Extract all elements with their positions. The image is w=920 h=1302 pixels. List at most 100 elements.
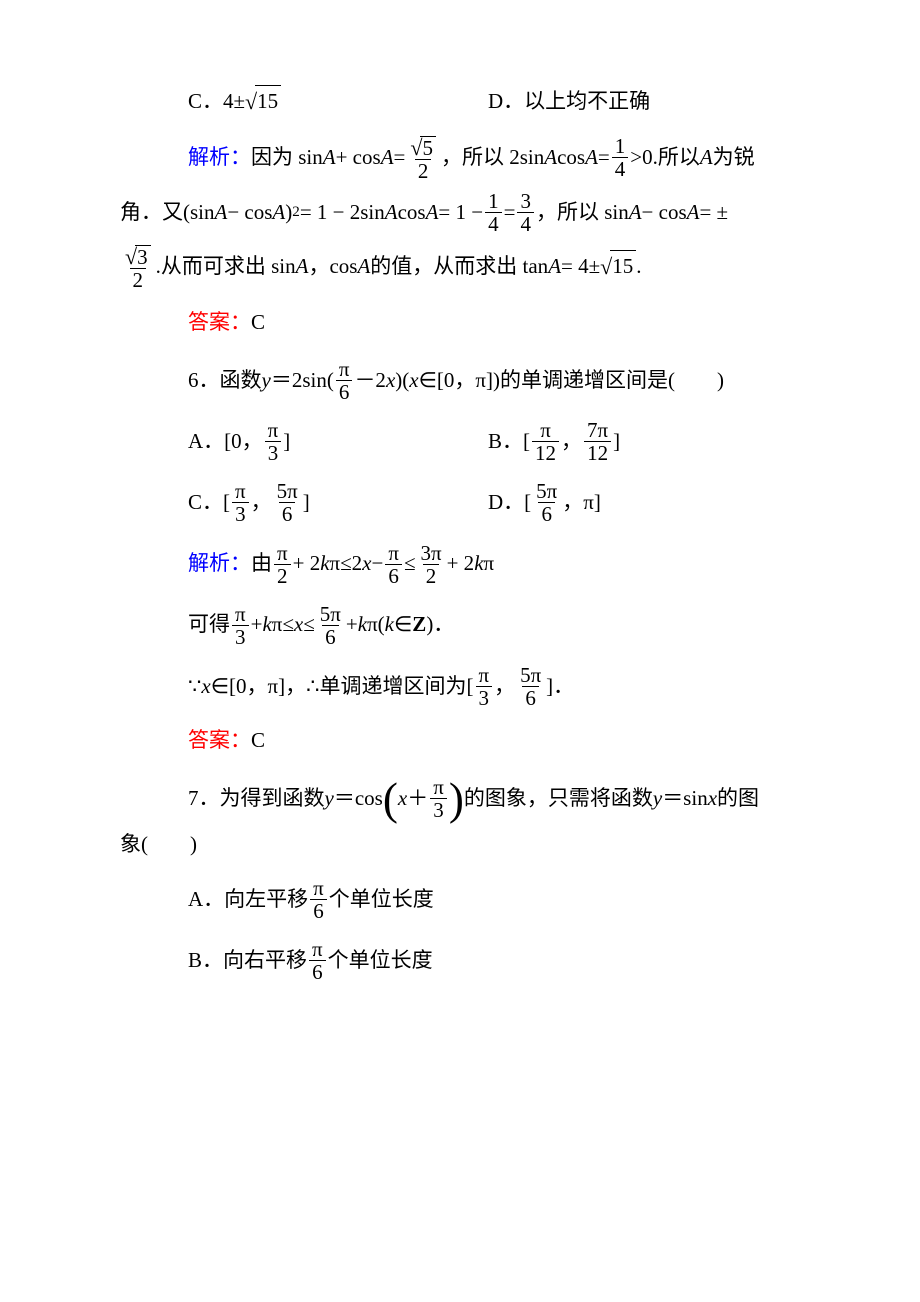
- analysis-label: 解析：: [188, 548, 251, 580]
- text: 的图: [717, 783, 759, 815]
- text: + 2: [447, 548, 475, 580]
- text: cos: [557, 142, 585, 174]
- text: ∈[0，π])的单调递增区间是( ): [419, 365, 724, 397]
- q7-option-b: B． 向右平移 π6 个单位长度: [120, 938, 800, 983]
- q6-analysis-step2: 可得 π3 + k π≤x ≤ 5π6 + k π(k ∈Z )．: [120, 603, 800, 648]
- text: 个单位长度: [328, 945, 433, 977]
- option-label: C．: [188, 86, 223, 118]
- fraction: 5π6: [274, 480, 301, 525]
- sqrt-icon: √15: [600, 250, 636, 283]
- text: ＝cos: [334, 783, 383, 815]
- q6-option-b: B． [ π12 ， 7π12 ]: [488, 419, 620, 464]
- option-label: D．: [488, 86, 524, 118]
- text: 7．为得到函数: [188, 783, 325, 815]
- big-paren: ( x ＋ π3 ): [383, 776, 464, 821]
- text: ＋: [407, 783, 428, 815]
- fraction: π6: [310, 877, 327, 922]
- fraction: 5π6: [317, 603, 344, 648]
- text: ＝sin: [662, 783, 708, 815]
- var-x: x: [362, 548, 371, 580]
- text: 角．又(sin: [120, 197, 215, 229]
- text: +: [251, 609, 263, 641]
- option-label: A．: [188, 884, 224, 916]
- text: .: [636, 251, 641, 283]
- var-A: A: [323, 142, 336, 174]
- text: 因为 sin: [251, 142, 323, 174]
- var-A: A: [548, 251, 561, 283]
- q6-option-c: C． [ π3 ， 5π6 ]: [188, 480, 488, 525]
- fraction: π2: [274, 542, 291, 587]
- text: 可得: [188, 609, 230, 641]
- q5-analysis-line1: 解析： 因为 sinA + cosA = √5 2 ，所以 2sinA cosA…: [120, 134, 800, 182]
- var-A: A: [357, 251, 370, 283]
- fraction: π3: [232, 603, 249, 648]
- set-Z: Z: [412, 609, 426, 641]
- sqrt-icon: √5: [410, 136, 436, 159]
- text: = 1 −: [438, 197, 483, 229]
- fraction: π6: [385, 542, 402, 587]
- text: [0，: [224, 426, 263, 458]
- text: π≤2: [330, 548, 363, 580]
- var-y: y: [653, 783, 662, 815]
- text: ): [285, 197, 292, 229]
- fraction: π3: [430, 776, 447, 821]
- var-A: A: [687, 197, 700, 229]
- option-label: C．: [188, 487, 223, 519]
- fraction: 34: [517, 190, 534, 235]
- var-y: y: [325, 783, 334, 815]
- fraction: √3 2: [122, 243, 154, 291]
- fraction: π3: [475, 664, 492, 709]
- text: ≤: [303, 609, 315, 641]
- var-A: A: [585, 142, 598, 174]
- text: ，所以 sin: [536, 197, 629, 229]
- var-A: A: [700, 142, 713, 174]
- option-label: B．: [188, 945, 223, 977]
- var-x: x: [398, 783, 407, 815]
- text: .从而可求出 sin: [156, 251, 296, 283]
- var-x: x: [708, 783, 717, 815]
- text: = ±: [699, 197, 728, 229]
- text: 4±: [223, 86, 245, 118]
- q5-answer: 答案： C: [120, 307, 800, 339]
- var-y: y: [262, 365, 271, 397]
- option-label: D．: [488, 487, 524, 519]
- q6-answer: 答案： C: [120, 725, 800, 757]
- q7-stem-line2: 象( ): [120, 829, 800, 861]
- answer-label: 答案：: [188, 307, 251, 339]
- text: π: [484, 548, 495, 580]
- text: 向左平移: [224, 884, 308, 916]
- text: ＝2sin(: [271, 365, 334, 397]
- q6-option-a: A． [0， π3 ]: [188, 419, 488, 464]
- option-label: B．: [488, 426, 523, 458]
- text: ]: [303, 487, 310, 519]
- fraction: 7π12: [584, 419, 611, 464]
- text: )(: [395, 365, 409, 397]
- q6-analysis-step3: ∵x ∈[0，π]，∴单调递增区间为[ π3 ， 5π6 ]．: [120, 664, 800, 709]
- var-A: A: [272, 197, 285, 229]
- text: cos: [398, 197, 426, 229]
- text: ，: [561, 426, 582, 458]
- fraction: 5π6: [533, 480, 560, 525]
- analysis-label: 解析：: [188, 142, 251, 174]
- text: 的值，从而求出 tan: [370, 251, 548, 283]
- fraction: 5π6: [517, 664, 544, 709]
- text: ，π]: [562, 487, 601, 519]
- var-A: A: [426, 197, 439, 229]
- var-A: A: [296, 251, 309, 283]
- text: [: [223, 487, 230, 519]
- var-x: x: [201, 671, 210, 703]
- text: π(: [367, 609, 385, 641]
- text: 以上均不正确: [524, 86, 650, 118]
- q7-option-a: A． 向左平移 π6 个单位长度: [120, 877, 800, 922]
- text: =: [394, 142, 406, 174]
- var-A: A: [215, 197, 228, 229]
- text: +: [346, 609, 358, 641]
- sup: 2: [292, 201, 300, 224]
- fraction: π12: [532, 419, 559, 464]
- text: ≤: [404, 548, 416, 580]
- answer-value: C: [251, 307, 265, 339]
- answer-label: 答案：: [188, 725, 251, 757]
- text: π≤: [272, 609, 294, 641]
- fraction: 1 4: [612, 135, 629, 180]
- fraction: √5 2: [407, 134, 439, 182]
